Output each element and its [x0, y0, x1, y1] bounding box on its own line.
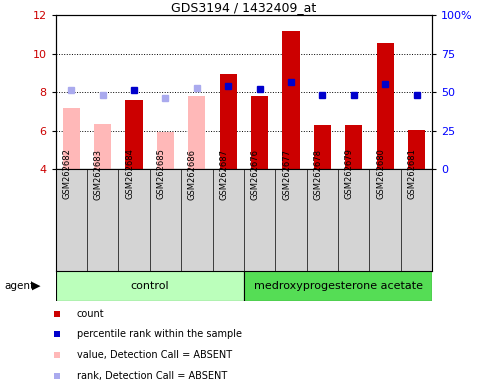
Text: GSM262679: GSM262679: [345, 149, 354, 199]
Text: ▶: ▶: [32, 281, 41, 291]
Text: count: count: [77, 309, 104, 319]
Bar: [314, 125, 331, 169]
Bar: [345, 125, 362, 169]
Bar: [126, 100, 142, 169]
Text: GSM262684: GSM262684: [125, 149, 134, 199]
Text: GSM262687: GSM262687: [219, 149, 228, 200]
Title: GDS3194 / 1432409_at: GDS3194 / 1432409_at: [171, 1, 316, 14]
Text: medroxyprogesterone acetate: medroxyprogesterone acetate: [254, 281, 423, 291]
Text: GSM262686: GSM262686: [188, 149, 197, 200]
Text: GSM262676: GSM262676: [251, 149, 260, 200]
Bar: [220, 74, 237, 169]
Text: GSM262685: GSM262685: [156, 149, 165, 199]
Bar: [188, 96, 205, 169]
Text: GSM262677: GSM262677: [282, 149, 291, 200]
Bar: [157, 131, 174, 169]
Bar: [251, 96, 268, 169]
Text: percentile rank within the sample: percentile rank within the sample: [77, 329, 242, 339]
Bar: [63, 108, 80, 169]
Bar: [244, 271, 432, 301]
Text: GSM262682: GSM262682: [62, 149, 71, 199]
Bar: [283, 31, 299, 169]
Bar: [56, 271, 244, 301]
Text: rank, Detection Call = ABSENT: rank, Detection Call = ABSENT: [77, 371, 227, 381]
Text: GSM262681: GSM262681: [408, 149, 416, 199]
Text: GSM262678: GSM262678: [313, 149, 323, 200]
Text: GSM262680: GSM262680: [376, 149, 385, 199]
Bar: [94, 124, 111, 169]
Text: value, Detection Call = ABSENT: value, Detection Call = ABSENT: [77, 350, 232, 360]
Text: control: control: [130, 281, 169, 291]
Bar: [377, 43, 394, 169]
Text: agent: agent: [5, 281, 35, 291]
Bar: [408, 130, 425, 169]
Text: GSM262683: GSM262683: [94, 149, 103, 200]
